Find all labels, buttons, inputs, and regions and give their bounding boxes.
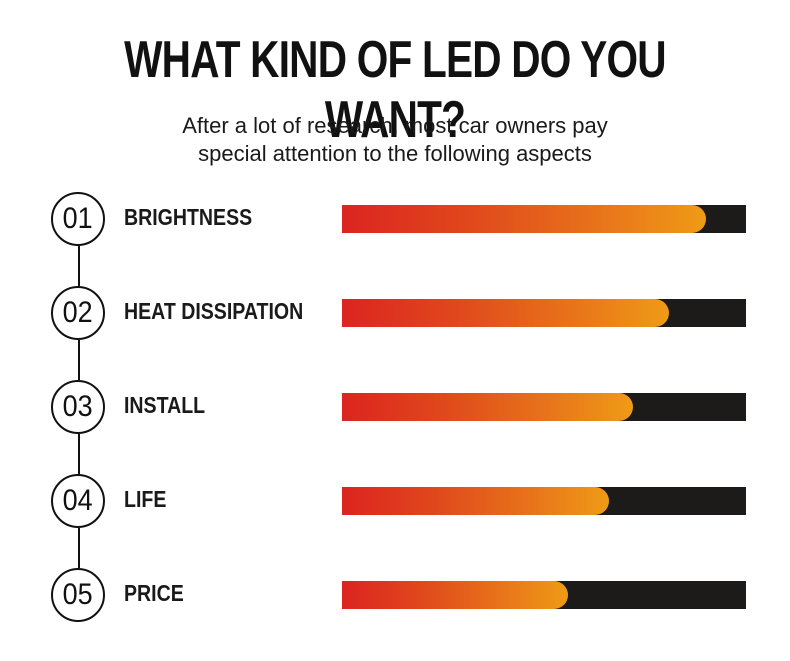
bar-fill	[342, 581, 569, 609]
step-number: 02	[62, 296, 94, 329]
step-number-circle: 01	[51, 192, 105, 246]
bar-track	[342, 299, 746, 327]
bar-track	[342, 581, 746, 609]
bar-track	[342, 205, 746, 233]
step-number: 03	[62, 390, 94, 423]
bar-track	[342, 487, 746, 515]
subtitle-line-2: special attention to the following aspec…	[198, 141, 592, 166]
bar-row: 03 INSTALL	[0, 378, 790, 438]
bar-row: 01 BRIGHTNESS	[0, 190, 790, 250]
subtitle-line-1: After a lot of research, most car owners…	[182, 113, 608, 138]
connector-line	[78, 528, 80, 568]
category-label: INSTALL	[124, 392, 206, 418]
bar-track	[342, 393, 746, 421]
connector-line	[78, 246, 80, 286]
step-number-circle: 05	[51, 568, 105, 622]
bar-fill	[342, 299, 670, 327]
subtitle: After a lot of research, most car owners…	[0, 112, 790, 168]
connector-line	[78, 434, 80, 474]
step-number: 05	[62, 578, 94, 611]
step-number-circle: 02	[51, 286, 105, 340]
page-title: WHAT KIND OF LED DO YOU WANT?	[124, 31, 666, 149]
category-label: BRIGHTNESS	[124, 204, 253, 230]
step-number-circle: 03	[51, 380, 105, 434]
connector-line	[78, 340, 80, 380]
bar-row: 04 LIFE	[0, 472, 790, 532]
bar-fill	[342, 487, 609, 515]
step-number: 01	[62, 202, 94, 235]
bar-fill	[342, 393, 633, 421]
bar-fill	[342, 205, 706, 233]
category-label: PRICE	[124, 580, 184, 606]
bar-row: 05 PRICE	[0, 566, 790, 626]
step-number: 04	[62, 484, 94, 517]
step-number-circle: 04	[51, 474, 105, 528]
category-label: HEAT DISSIPATION	[124, 298, 304, 324]
category-label: LIFE	[124, 486, 167, 512]
bar-row: 02 HEAT DISSIPATION	[0, 284, 790, 344]
